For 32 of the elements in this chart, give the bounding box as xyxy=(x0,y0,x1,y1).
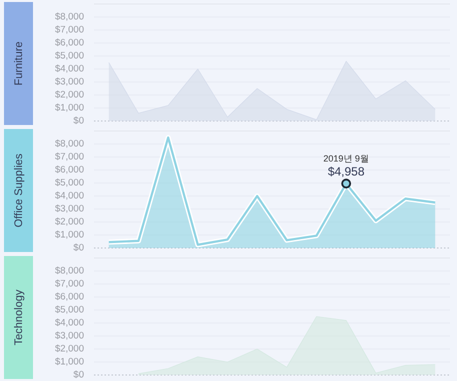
y-tick-label: $3,000 xyxy=(54,330,84,342)
y-tick-label: $5,000 xyxy=(54,304,84,316)
y-tick-label: $7,000 xyxy=(54,278,84,290)
y-tick-label: $2,000 xyxy=(54,90,84,100)
y-tick-label: $7,000 xyxy=(54,152,84,162)
y-tick-label: $3,000 xyxy=(54,204,84,214)
y-tick-label: $8,000 xyxy=(54,138,84,150)
y-tick-label: $2,000 xyxy=(54,344,84,354)
y-tick-label: $5,000 xyxy=(54,50,84,62)
y-tick-label: $0 xyxy=(73,242,84,254)
y-tick-label: $2,000 xyxy=(54,216,84,228)
y-tick-label: $8,000 xyxy=(54,12,84,22)
y-axis-title: Technology xyxy=(13,289,25,346)
y-tick-label: $4,000 xyxy=(54,64,84,74)
y-tick-label: $1,000 xyxy=(54,356,84,368)
y-tick-label: $6,000 xyxy=(54,164,84,176)
y-tick-label: $1,000 xyxy=(54,230,84,240)
y-tick-label: $4,000 xyxy=(54,190,84,202)
y-axis-title: Office Supplies xyxy=(13,153,25,228)
y-tick-label: $7,000 xyxy=(54,24,84,36)
y-tick-label: $0 xyxy=(73,370,84,380)
y-tick-label: $5,000 xyxy=(54,178,84,188)
y-tick-label: $3,000 xyxy=(54,76,84,88)
y-tick-label: $8,000 xyxy=(54,266,84,276)
y-tick-label: $1,000 xyxy=(54,102,84,114)
y-tick-label: $4,000 xyxy=(54,318,84,328)
y-tick-label: $6,000 xyxy=(54,38,84,48)
y-axis-title: Furniture xyxy=(13,41,25,86)
annotation: 2019년 9월 xyxy=(323,154,369,164)
y-tick-label: $6,000 xyxy=(54,292,84,302)
y-tick-label: $0 xyxy=(73,116,84,126)
data-label: $4,958 xyxy=(328,164,365,179)
